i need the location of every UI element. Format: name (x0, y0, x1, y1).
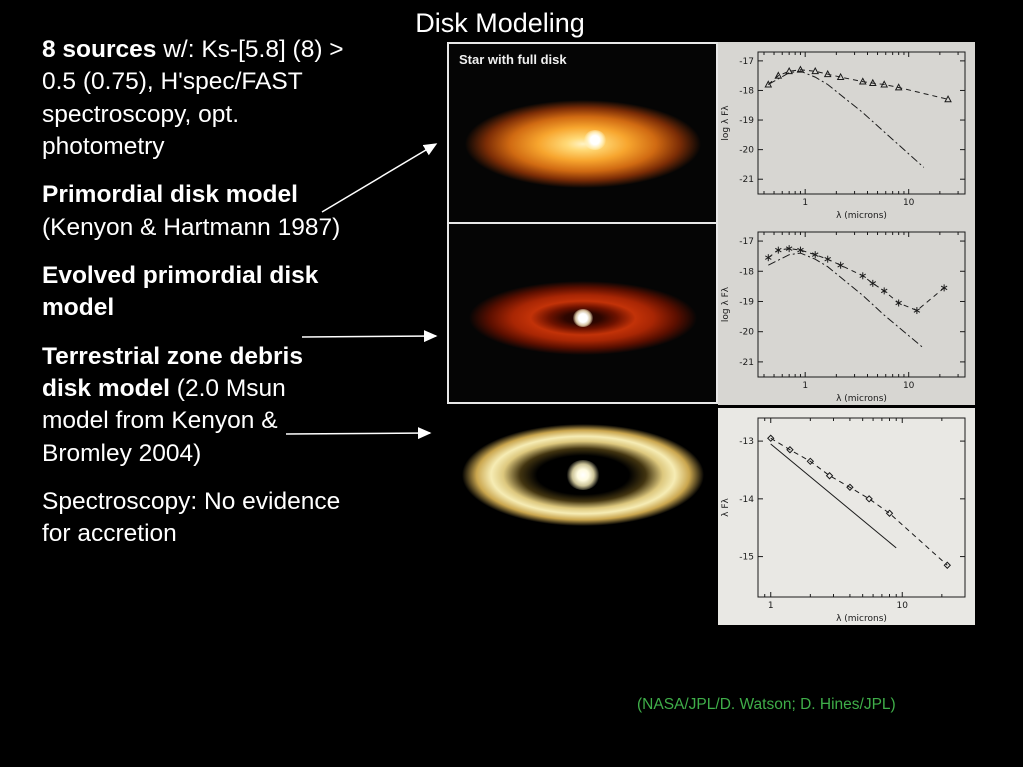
bullet-evolved-bold: Evolved primordial disk model (42, 261, 319, 322)
svg-text:log λ Fλ: log λ Fλ (721, 105, 731, 141)
svg-text:-20: -20 (739, 146, 754, 156)
bullet-primordial: Primordial disk model (Kenyon & Hartmann… (42, 179, 346, 244)
svg-text:10: 10 (903, 381, 915, 391)
sed-plot-full-disk-svg: -17 -18 -19 -20 -21 1 10 λ (microns) log λ Fλ (721, 51, 966, 221)
full-disk-image-panel: Star with full disk (447, 42, 718, 222)
bullet-primordial-bold: Primordial disk model (42, 181, 298, 209)
bullet-terrestrial-rest: (2.0 Msun model from Kenyon & Bromley 20… (42, 374, 286, 467)
bullet-sources-rest: w/: Ks-[5.8] (8) > 0.5 (0.75), H'spec/FA… (42, 36, 344, 160)
svg-text:1: 1 (802, 198, 808, 208)
svg-text:-19: -19 (739, 116, 754, 126)
bullet-spectroscopy-rest: Spectroscopy: No evidence for accretion (42, 487, 341, 548)
svg-text:log λ Fλ: log λ Fλ (721, 286, 731, 322)
svg-text:-19: -19 (739, 297, 754, 307)
svg-text:-21: -21 (739, 175, 754, 185)
bullet-terrestrial-bold: Terrestrial zone debris disk model (42, 342, 303, 402)
svg-text:-14: -14 (739, 495, 754, 505)
svg-text:10: 10 (903, 198, 915, 208)
central-star-glow-middle (572, 309, 593, 328)
svg-text:-15: -15 (739, 553, 754, 563)
evolved-disk-image-panel (447, 222, 718, 404)
svg-text:-18: -18 (739, 86, 754, 96)
svg-text:-20: -20 (739, 328, 754, 338)
bullet-primordial-rest: (Kenyon & Hartmann 1987) (42, 213, 341, 241)
full-disk-illustration (464, 99, 701, 188)
central-star-glow-top (583, 129, 606, 150)
svg-text:10: 10 (897, 601, 909, 611)
sed-plot-evolved-disk-svg: -17 -18 -19 -20 -21 1 10 λ (microns) log λ Fλ (721, 231, 966, 404)
svg-text:-17: -17 (739, 57, 754, 67)
svg-text:-17: -17 (739, 237, 754, 247)
sed-plot-evolved-disk: -17 -18 -19 -20 -21 1 10 λ (microns) log λ Fλ (718, 222, 975, 405)
sed-plot-debris-disk-svg: -13 -14 -15 1 10 λ (microns) λ Fλ (721, 417, 966, 624)
svg-text:λ Fλ: λ Fλ (721, 497, 731, 516)
slide-title: Disk Modeling (415, 8, 585, 38)
bullet-spectroscopy: Spectroscopy: No evidence for accretion (42, 486, 346, 551)
svg-text:-21: -21 (739, 358, 754, 368)
bullet-text-column: 8 sources w/: Ks-[5.8] (8) > 0.5 (0.75),… (42, 34, 346, 567)
svg-text:λ (microns): λ (microns) (836, 614, 887, 624)
bullet-sources: 8 sources w/: Ks-[5.8] (8) > 0.5 (0.75),… (42, 34, 346, 163)
sed-plot-full-disk: -17 -18 -19 -20 -21 1 10 λ (microns) log λ Fλ (718, 42, 975, 222)
bullet-terrestrial: Terrestrial zone debris disk model (2.0 … (42, 341, 346, 470)
svg-text:1: 1 (768, 601, 774, 611)
bullet-sources-bold: 8 sources (42, 36, 157, 63)
central-star-glow-bottom (565, 460, 600, 490)
svg-text:1: 1 (802, 381, 808, 391)
svg-text:-18: -18 (739, 267, 754, 277)
svg-text:-13: -13 (739, 437, 754, 447)
svg-text:λ (microns): λ (microns) (836, 394, 887, 404)
credit-text: (NASA/JPL/D. Watson; D. Hines/JPL) (637, 696, 896, 713)
debris-disk-image-panel (447, 404, 718, 546)
full-disk-image-caption: Star with full disk (459, 52, 567, 67)
sed-plot-debris-disk: -13 -14 -15 1 10 λ (microns) λ Fλ (718, 408, 975, 625)
bullet-evolved: Evolved primordial disk model (42, 260, 346, 325)
svg-text:λ (microns): λ (microns) (836, 211, 887, 221)
